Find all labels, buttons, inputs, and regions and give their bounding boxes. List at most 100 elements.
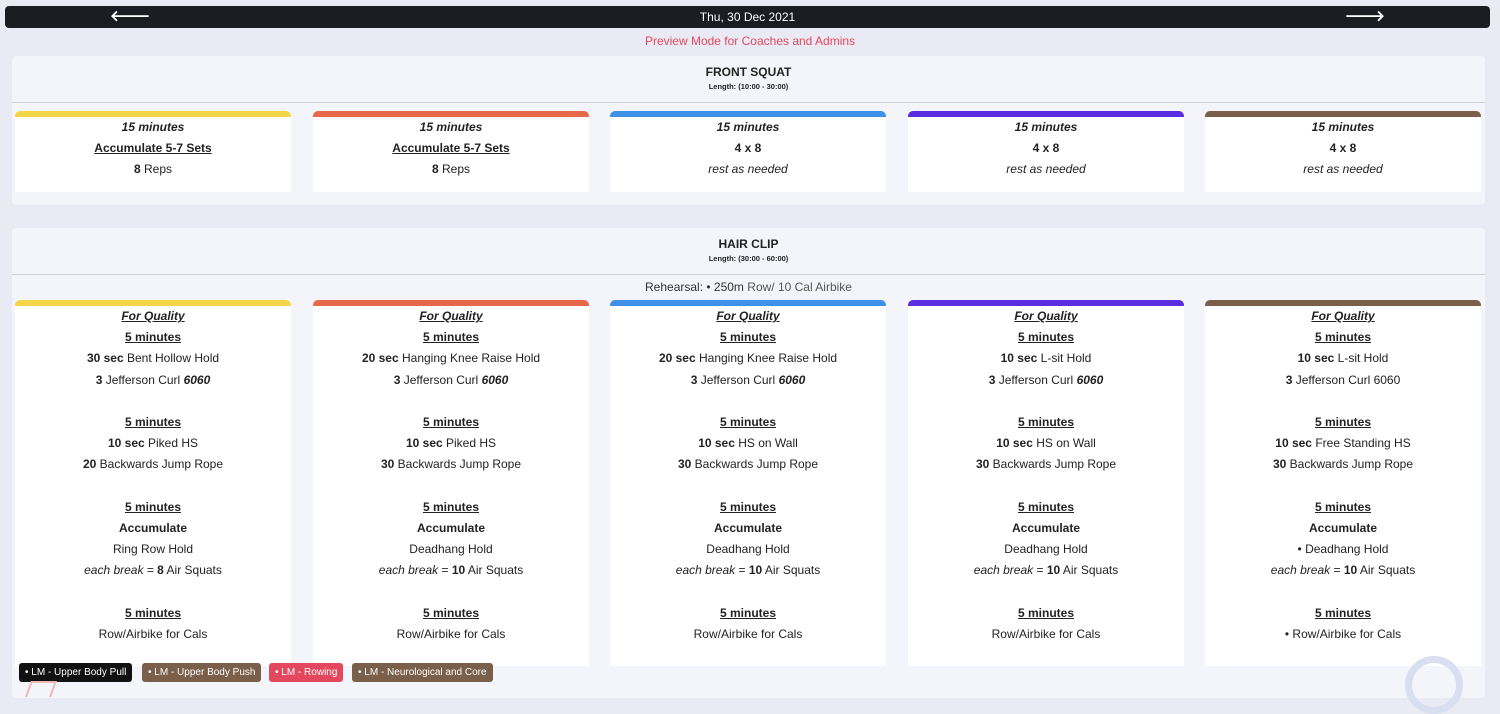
card-accumulate: Accumulate	[416, 520, 486, 535]
card-exercise: 20 Backwards Jump Rope	[82, 457, 224, 472]
card-exercise: Row/Airbike for Cals	[396, 626, 506, 641]
card-rest: rest as needed	[1006, 162, 1086, 177]
workout-card-level-5: 15 minutes 4 x 8 rest as needed	[1205, 111, 1481, 192]
card-exercise: Row/Airbike for Cals	[693, 626, 803, 641]
legend-tag-upper-body-push[interactable]: • LM - Upper Body Push	[142, 663, 262, 682]
card-exercise: 30 Backwards Jump Rope	[975, 457, 1117, 472]
card-break-rule: each break = 10 Air Squats	[973, 563, 1119, 578]
card-block-time: 5 minutes	[719, 499, 776, 514]
card-time: 15 minutes	[1311, 120, 1375, 134]
workout-card-level-4: For Quality 5 minutes 10 sec L-sit Hold 3 J…	[908, 300, 1184, 666]
card-exercise: Row/Airbike for Cals	[98, 626, 208, 641]
card-rest: rest as needed	[708, 162, 788, 177]
card-quality: For Quality	[1014, 309, 1078, 323]
legend-tag-neurological-core[interactable]: • LM - Neurological and Core	[352, 663, 493, 682]
card-block-time: 5 minutes	[124, 605, 181, 620]
card-break-rule: each break = 10 Air Squats	[675, 563, 821, 578]
section-length: Length: (10:00 - 30:00)	[708, 82, 789, 91]
card-exercise: Row/Airbike for Cals	[991, 626, 1101, 641]
next-day-arrow-icon[interactable]: 🡒	[1344, 8, 1385, 25]
card-block-time: 5 minutes	[719, 605, 776, 620]
card-exercise: • Deadhang Hold	[1297, 542, 1389, 557]
workout-card-level-1: 15 minutes Accumulate 5-7 Sets 8 Reps	[15, 111, 291, 192]
card-exercise: 3 Jefferson Curl 6060	[988, 372, 1104, 387]
section-divider	[12, 102, 1485, 103]
workout-card-level-4: 15 minutes 4 x 8 rest as needed	[908, 111, 1184, 192]
legend-tag-rowing[interactable]: • LM - Rowing	[269, 663, 344, 682]
card-scheme: 4 x 8	[734, 141, 762, 156]
card-exercise: 3 Jefferson Curl 6060	[393, 372, 509, 387]
card-reps: 8 Reps	[133, 162, 173, 177]
card-exercise: 3 Jefferson Curl 6060	[1285, 372, 1401, 387]
card-quality: For Quality	[121, 309, 185, 323]
card-time: 15 minutes	[121, 120, 185, 134]
card-block-time: 5 minutes	[1314, 330, 1371, 345]
card-exercise: 30 Backwards Jump Rope	[380, 457, 522, 472]
card-block-time: 5 minutes	[1017, 605, 1074, 620]
card-exercise: Ring Row Hold	[112, 542, 194, 557]
card-block-time: 5 minutes	[719, 330, 776, 345]
card-block-time: 5 minutes	[1314, 414, 1371, 429]
card-exercise: 3 Jefferson Curl 6060	[690, 372, 806, 387]
card-block-time: 5 minutes	[422, 330, 479, 345]
card-accumulate: Accumulate	[1308, 520, 1378, 535]
card-exercise: 10 sec L-sit Hold	[1000, 351, 1092, 366]
card-quality: For Quality	[1311, 309, 1375, 323]
legend-tag-upper-body-pull[interactable]: • LM - Upper Body Pull	[19, 663, 133, 682]
workout-card-level-2: 15 minutes Accumulate 5-7 Sets 8 Reps	[313, 111, 589, 192]
card-break-rule: each break = 10 Air Squats	[1270, 563, 1416, 578]
workout-card-level-2: For Quality 5 minutes 20 sec Hanging Knee …	[313, 300, 589, 666]
section-length: Length: (30:00 - 60:00)	[708, 254, 789, 263]
card-exercise: 10 sec Free Standing HS	[1275, 436, 1411, 451]
card-exercise: Deadhang Hold	[706, 542, 790, 557]
card-accumulate: Accumulate	[713, 520, 783, 535]
card-reps: 8 Reps	[431, 162, 471, 177]
card-block-time: 5 minutes	[1314, 499, 1371, 514]
card-scheme: 4 x 8	[1329, 141, 1357, 156]
card-exercise: 30 Backwards Jump Rope	[677, 457, 819, 472]
section-title: FRONT SQUAT	[705, 65, 792, 79]
section-title: HAIR CLIP	[718, 237, 779, 251]
card-exercise: • Row/Airbike for Cals	[1284, 626, 1402, 641]
card-break-rule: each break = 8 Air Squats	[84, 563, 222, 578]
preview-mode-notice: Preview Mode for Coaches and Admins	[644, 34, 856, 48]
card-block-time: 5 minutes	[1017, 499, 1074, 514]
current-date: Thu, 30 Dec 2021	[699, 10, 796, 24]
card-time: 15 minutes	[419, 120, 483, 134]
card-rest: rest as needed	[1303, 162, 1383, 177]
card-accumulate: Accumulate	[1011, 520, 1081, 535]
card-exercise: 10 sec Piked HS	[107, 436, 199, 451]
date-navigation-bar: 🡐 Thu, 30 Dec 2021 🡒	[5, 6, 1490, 28]
card-block-time: 5 minutes	[124, 499, 181, 514]
card-exercise: 10 sec HS on Wall	[996, 436, 1096, 451]
card-block-time: 5 minutes	[124, 414, 181, 429]
card-exercise: 10 sec Piked HS	[405, 436, 497, 451]
card-exercise: Deadhang Hold	[409, 542, 493, 557]
card-block-time: 5 minutes	[422, 499, 479, 514]
card-exercise: 10 sec HS on Wall	[698, 436, 798, 451]
workout-card-level-3: For Quality 5 minutes 20 sec Hanging Knee …	[610, 300, 886, 666]
rehearsal-line: Rehearsal: • 250m Row/ 10 Cal Airbike	[645, 280, 852, 294]
card-block-time: 5 minutes	[422, 605, 479, 620]
card-block-time: 5 minutes	[1017, 414, 1074, 429]
workout-card-level-1: For Quality 5 minutes 30 sec Bent Hollow H…	[15, 300, 291, 666]
section-divider	[12, 274, 1485, 275]
card-block-time: 5 minutes	[1314, 605, 1371, 620]
card-quality: For Quality	[419, 309, 483, 323]
card-scheme: Accumulate 5-7 Sets	[392, 141, 510, 156]
card-exercise: 20 sec Hanging Knee Raise Hold	[658, 351, 838, 366]
card-accumulate: Accumulate	[118, 520, 188, 535]
brand-logo-icon	[1405, 656, 1463, 714]
card-break-rule: each break = 10 Air Squats	[378, 563, 524, 578]
card-exercise: 3 Jefferson Curl 6060	[95, 372, 211, 387]
workout-card-level-3: 15 minutes 4 x 8 rest as needed	[610, 111, 886, 192]
card-block-time: 5 minutes	[719, 414, 776, 429]
previous-day-arrow-icon[interactable]: 🡐	[110, 8, 151, 25]
card-exercise: 20 sec Hanging Knee Raise Hold	[361, 351, 541, 366]
card-block-time: 5 minutes	[124, 330, 181, 345]
card-time: 15 minutes	[1014, 120, 1078, 134]
card-block-time: 5 minutes	[422, 414, 479, 429]
card-scheme: Accumulate 5-7 Sets	[94, 141, 212, 156]
card-block-time: 5 minutes	[1017, 330, 1074, 345]
card-exercise: 30 Backwards Jump Rope	[1272, 457, 1414, 472]
